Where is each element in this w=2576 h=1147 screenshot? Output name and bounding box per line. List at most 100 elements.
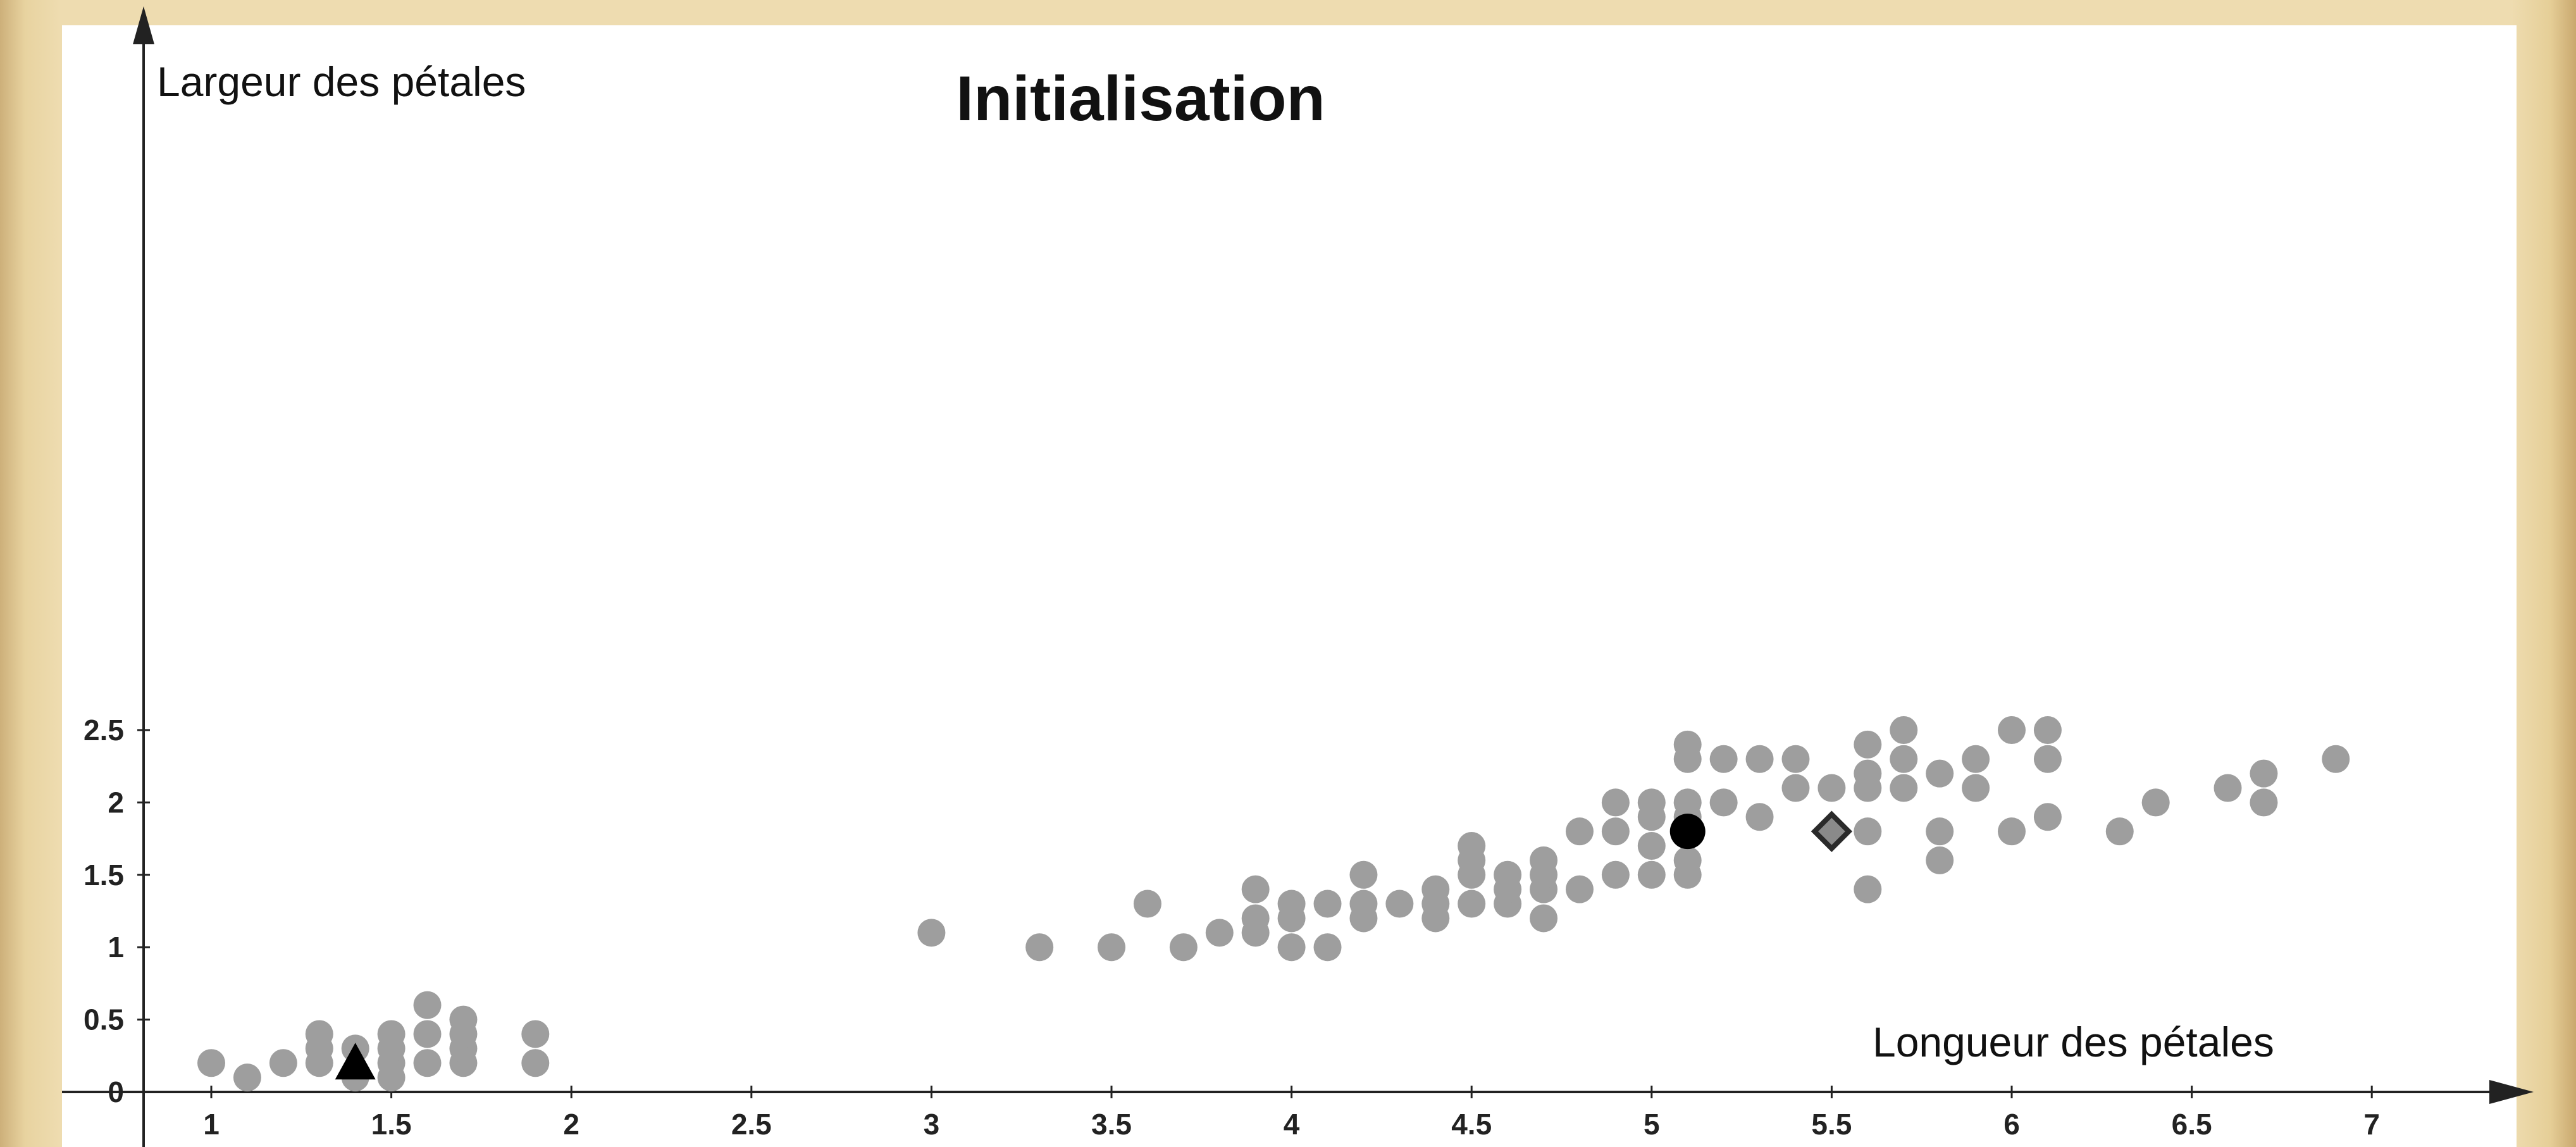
data-point (1530, 846, 1558, 874)
y-tick-label: 0 (108, 1076, 124, 1108)
data-point (1205, 919, 1234, 947)
data-point (269, 1049, 297, 1077)
x-tick-label: 5 (1644, 1108, 1660, 1141)
data-point (1458, 890, 1486, 918)
data-point (377, 1020, 406, 1048)
data-point (521, 1020, 550, 1048)
data-point (1745, 803, 1774, 831)
data-point (1673, 788, 1702, 817)
data-point (1926, 759, 1954, 788)
data-point (305, 1020, 333, 1048)
data-point (1458, 832, 1486, 860)
data-point (449, 1005, 478, 1034)
centroids (335, 810, 1853, 1080)
y-tick-label: 0.5 (84, 1003, 124, 1036)
data-point (1277, 933, 1306, 962)
y-ticks: 0 0.5 1 1.5 2 2.5 (84, 714, 150, 1108)
x-tick-label: 2 (563, 1108, 579, 1141)
data-point (1241, 904, 1270, 933)
data-point (1745, 745, 1774, 773)
data-point (1854, 875, 1882, 903)
data-point (2033, 803, 2062, 831)
data-point (1601, 788, 1630, 817)
chart-title: Initialisation (956, 63, 1325, 134)
centroid-circle (1669, 814, 1706, 850)
data-point (917, 919, 946, 947)
y-tick-label: 2.5 (84, 714, 124, 747)
x-tick-label: 6 (2003, 1108, 2020, 1141)
data-point (413, 1020, 442, 1048)
data-point (413, 1049, 442, 1077)
data-point (1637, 788, 1666, 817)
data-point (1565, 875, 1594, 903)
data-point (1421, 875, 1450, 903)
data-point (1637, 832, 1666, 860)
x-tick-label: 4 (1284, 1108, 1300, 1141)
data-point (1962, 774, 1990, 802)
data-point (1385, 890, 1414, 918)
data-point (1890, 716, 1918, 744)
data-point (1854, 759, 1882, 788)
data-point (2250, 788, 2278, 817)
x-tick-label: 7 (2363, 1108, 2380, 1141)
plot-background (62, 25, 2517, 1147)
data-point (1241, 875, 1270, 903)
data-point (1854, 817, 1882, 846)
data-point (1313, 933, 1342, 962)
data-point (1601, 860, 1630, 889)
data-point (1854, 730, 1882, 759)
data-point (233, 1063, 261, 1092)
x-tick-label: 5.5 (1811, 1108, 1852, 1141)
x-tick-label: 2.5 (731, 1108, 772, 1141)
data-point (1169, 933, 1198, 962)
centroid-diamond (1811, 810, 1853, 852)
data-point (1601, 817, 1630, 846)
y-axis-arrow (133, 6, 154, 44)
data-points (197, 716, 2350, 1092)
data-point (1277, 890, 1306, 918)
data-point (1781, 774, 1810, 802)
data-point (1998, 817, 2026, 846)
data-point (1098, 933, 1125, 962)
data-point (2141, 788, 2170, 817)
data-point (413, 991, 442, 1019)
data-point (1349, 860, 1378, 889)
data-point (1530, 904, 1558, 933)
data-point (2033, 745, 2062, 773)
data-point (1926, 817, 1954, 846)
data-point (2250, 759, 2278, 788)
data-point (1962, 745, 1990, 773)
x-axis-arrow (2489, 1080, 2534, 1104)
x-tick-label: 1 (203, 1108, 220, 1141)
centroid-triangle (335, 1043, 376, 1080)
data-point (1998, 716, 2026, 744)
data-point (1637, 860, 1666, 889)
y-tick-label: 1.5 (84, 859, 124, 891)
data-point (1349, 890, 1378, 918)
data-point (1709, 745, 1738, 773)
data-point (1133, 890, 1161, 918)
data-point (2322, 745, 2350, 773)
data-point (1709, 788, 1738, 817)
y-axis-label: Largeur des pétales (157, 58, 526, 105)
y-tick-label: 2 (108, 786, 124, 819)
data-point (1673, 846, 1702, 874)
data-point (2105, 817, 2134, 846)
data-point (521, 1049, 550, 1077)
x-tick-label: 6.5 (2172, 1108, 2212, 1141)
data-point (1313, 890, 1342, 918)
data-point (1781, 745, 1810, 773)
data-point (1890, 774, 1918, 802)
x-axis-label: Longueur des pétales (1873, 1019, 2274, 1065)
data-point (1890, 745, 1918, 773)
axes (62, 6, 2534, 1147)
data-point (1565, 817, 1594, 846)
data-point (1025, 933, 1054, 962)
x-ticks: 1 1.5 2 2.5 3 3.5 4 4.5 5 5.5 6 6.5 7 (203, 1086, 2380, 1141)
data-point (2033, 716, 2062, 744)
data-point (1494, 860, 1522, 889)
y-tick-label: 1 (108, 931, 124, 964)
x-tick-label: 3 (924, 1108, 940, 1141)
data-point (1817, 774, 1846, 802)
